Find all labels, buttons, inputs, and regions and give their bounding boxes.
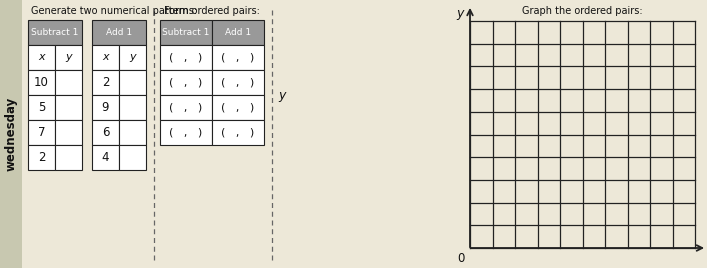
Bar xyxy=(55,95,82,120)
Bar xyxy=(92,70,119,95)
Bar xyxy=(212,120,264,145)
Text: 7: 7 xyxy=(37,126,45,139)
Bar xyxy=(92,20,146,45)
Bar xyxy=(55,70,82,95)
Bar xyxy=(119,120,146,145)
Bar xyxy=(212,70,264,95)
Bar xyxy=(212,95,264,120)
Bar xyxy=(92,45,119,70)
Text: x: x xyxy=(103,53,109,62)
Text: y: y xyxy=(65,53,72,62)
Text: 2: 2 xyxy=(37,151,45,164)
Bar xyxy=(28,70,55,95)
Bar xyxy=(92,120,119,145)
Bar xyxy=(55,45,82,70)
Bar xyxy=(28,20,82,45)
Bar xyxy=(28,45,55,70)
Text: Add 1: Add 1 xyxy=(225,28,251,37)
Text: Form ordered pairs:: Form ordered pairs: xyxy=(164,6,260,16)
Text: 2: 2 xyxy=(102,76,110,89)
Bar xyxy=(55,145,82,170)
Text: 9: 9 xyxy=(102,101,110,114)
Text: (   ,   ): ( , ) xyxy=(170,128,203,137)
Text: 10: 10 xyxy=(34,76,49,89)
Bar xyxy=(160,20,212,45)
Text: y: y xyxy=(457,6,464,20)
Bar xyxy=(119,70,146,95)
Bar xyxy=(160,95,212,120)
Bar xyxy=(119,145,146,170)
Text: (   ,   ): ( , ) xyxy=(170,102,203,113)
Bar xyxy=(160,45,212,70)
Text: Subtract 1: Subtract 1 xyxy=(31,28,78,37)
Bar xyxy=(212,45,264,70)
Text: y: y xyxy=(129,53,136,62)
Text: 0: 0 xyxy=(457,252,465,265)
Text: y: y xyxy=(278,88,286,102)
Text: wednesday: wednesday xyxy=(4,97,18,171)
Text: Subtract 1: Subtract 1 xyxy=(163,28,210,37)
Text: (   ,   ): ( , ) xyxy=(221,128,255,137)
Text: (   ,   ): ( , ) xyxy=(221,53,255,62)
Text: 4: 4 xyxy=(102,151,110,164)
Bar xyxy=(160,70,212,95)
Text: x: x xyxy=(38,53,45,62)
Text: (   ,   ): ( , ) xyxy=(170,77,203,87)
Text: Add 1: Add 1 xyxy=(106,28,132,37)
Text: (   ,   ): ( , ) xyxy=(221,77,255,87)
Text: 5: 5 xyxy=(37,101,45,114)
Bar xyxy=(0,0,22,268)
Bar xyxy=(28,120,55,145)
Bar xyxy=(212,20,264,45)
Bar xyxy=(92,95,119,120)
Bar xyxy=(119,45,146,70)
Text: (   ,   ): ( , ) xyxy=(221,102,255,113)
Bar xyxy=(28,145,55,170)
Text: (   ,   ): ( , ) xyxy=(170,53,203,62)
Text: 6: 6 xyxy=(102,126,110,139)
Text: Generate two numerical patterns:: Generate two numerical patterns: xyxy=(31,6,197,16)
Bar xyxy=(160,120,212,145)
Text: Graph the ordered pairs:: Graph the ordered pairs: xyxy=(522,6,643,16)
Bar xyxy=(92,145,119,170)
Bar xyxy=(55,120,82,145)
Bar xyxy=(28,95,55,120)
Bar xyxy=(119,95,146,120)
